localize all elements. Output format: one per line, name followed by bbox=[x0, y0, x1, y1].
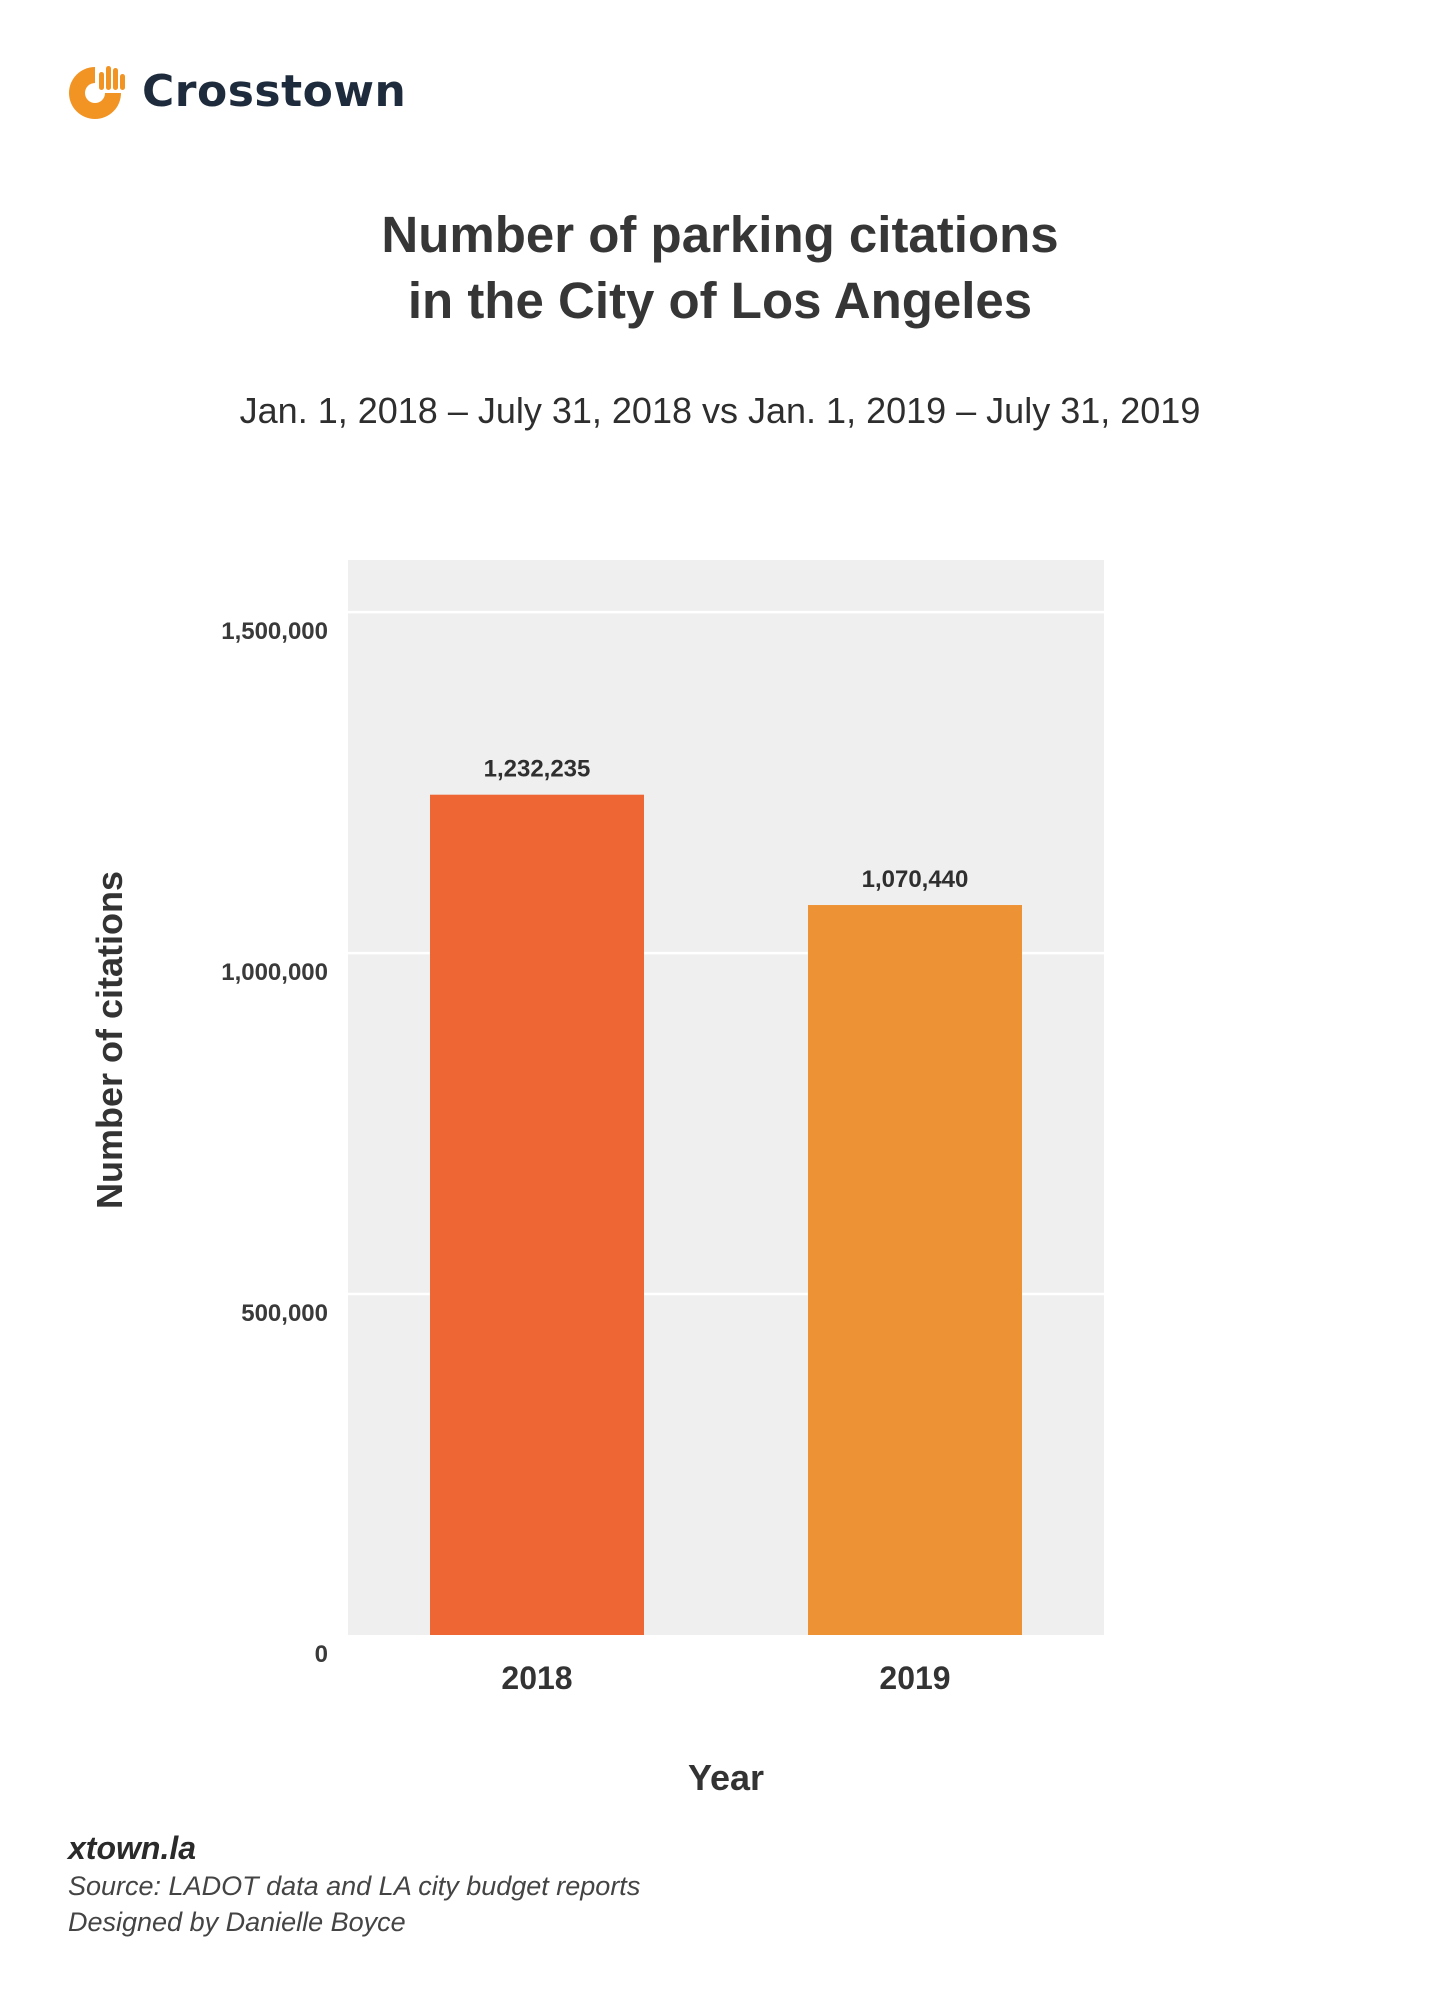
y-tick-label: 500,000 bbox=[241, 1300, 328, 1327]
bar-2018 bbox=[430, 794, 644, 1635]
footer: xtown.la Source: LADOT data and LA city … bbox=[68, 1828, 640, 1940]
brand-logo[interactable]: Crosstown bbox=[66, 60, 406, 122]
crosstown-hand-logo-icon bbox=[69, 63, 127, 119]
x-axis-title: Year bbox=[688, 1757, 764, 1798]
y-tick-label: 0 bbox=[315, 1641, 328, 1668]
footer-designer: Designed by Danielle Boyce bbox=[68, 1907, 406, 1937]
bar-value-label: 1,070,440 bbox=[862, 866, 969, 893]
y-tick-label: 1,000,000 bbox=[221, 959, 328, 986]
y-axis-title: Number of citations bbox=[89, 871, 130, 1209]
bar-value-label: 1,232,235 bbox=[484, 756, 591, 783]
bar-2019 bbox=[808, 905, 1022, 1635]
y-tick-label: 1,500,000 bbox=[221, 618, 328, 645]
footer-source: Source: LADOT data and LA city budget re… bbox=[68, 1871, 641, 1901]
chart-title-line: in the City of Los Angeles bbox=[407, 272, 1033, 329]
chart-subtitle: Jan. 1, 2018 – July 31, 2018 vs Jan. 1, … bbox=[239, 390, 1201, 431]
chart-title: Number of parking citations in the City … bbox=[0, 202, 1440, 334]
bar-chart: 0 500,000 1,000,000 1,500,000 1,232,235 2018 1… bbox=[89, 560, 1104, 1798]
x-tick-label: 2019 bbox=[879, 1660, 950, 1696]
footer-site: xtown.la bbox=[68, 1830, 197, 1866]
chart-title-line: Number of parking citations bbox=[381, 206, 1059, 263]
x-tick-label: 2018 bbox=[501, 1660, 572, 1696]
brand-name: Crosstown bbox=[142, 65, 407, 117]
